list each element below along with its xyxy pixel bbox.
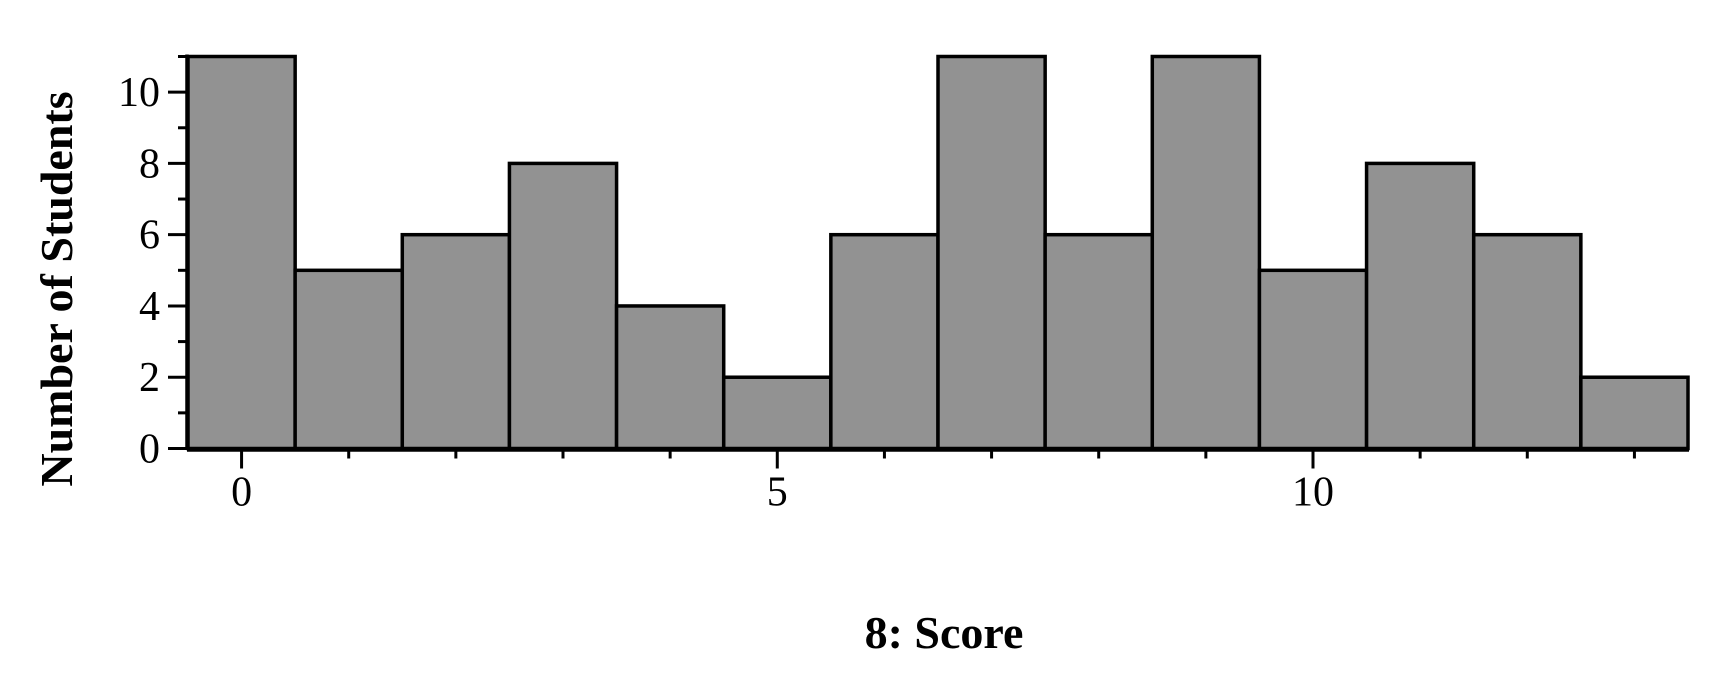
- histogram-bar: [507, 161, 619, 451]
- histogram-bar: [1150, 54, 1262, 451]
- histogram-bar: [400, 232, 512, 451]
- histogram-bar: [1043, 232, 1155, 451]
- axes-group: [168, 54, 1689, 469]
- histogram-bar: [186, 54, 297, 451]
- y-tick-label: 10: [118, 70, 160, 116]
- histogram-bar: [1579, 375, 1690, 451]
- y-tick-label: 8: [139, 141, 160, 187]
- y-tick-label: 6: [139, 213, 160, 259]
- histogram-bar: [1364, 161, 1476, 451]
- histogram-bar: [614, 304, 726, 451]
- y-tick-label: 2: [139, 355, 160, 401]
- histogram-bar: [721, 375, 833, 451]
- y-tick-label: 4: [139, 284, 160, 330]
- tick-labels-group: 0 2 4 6 8 10 0 5 10: [118, 70, 1334, 515]
- histogram-bar: [293, 268, 405, 451]
- x-tick-label: 0: [231, 470, 252, 516]
- y-axis-title: Number of Students: [31, 91, 82, 486]
- histogram-bar: [829, 232, 940, 451]
- x-tick-label: 10: [1292, 470, 1334, 516]
- x-tick-label: 5: [767, 470, 788, 516]
- y-tick-label: 0: [139, 427, 160, 473]
- histogram-bar: [1257, 268, 1369, 451]
- x-axis-title: 8: Score: [865, 607, 1024, 658]
- histogram-bar: [936, 54, 1047, 451]
- histogram-bar: [1471, 232, 1583, 451]
- bars-group: [186, 54, 1690, 451]
